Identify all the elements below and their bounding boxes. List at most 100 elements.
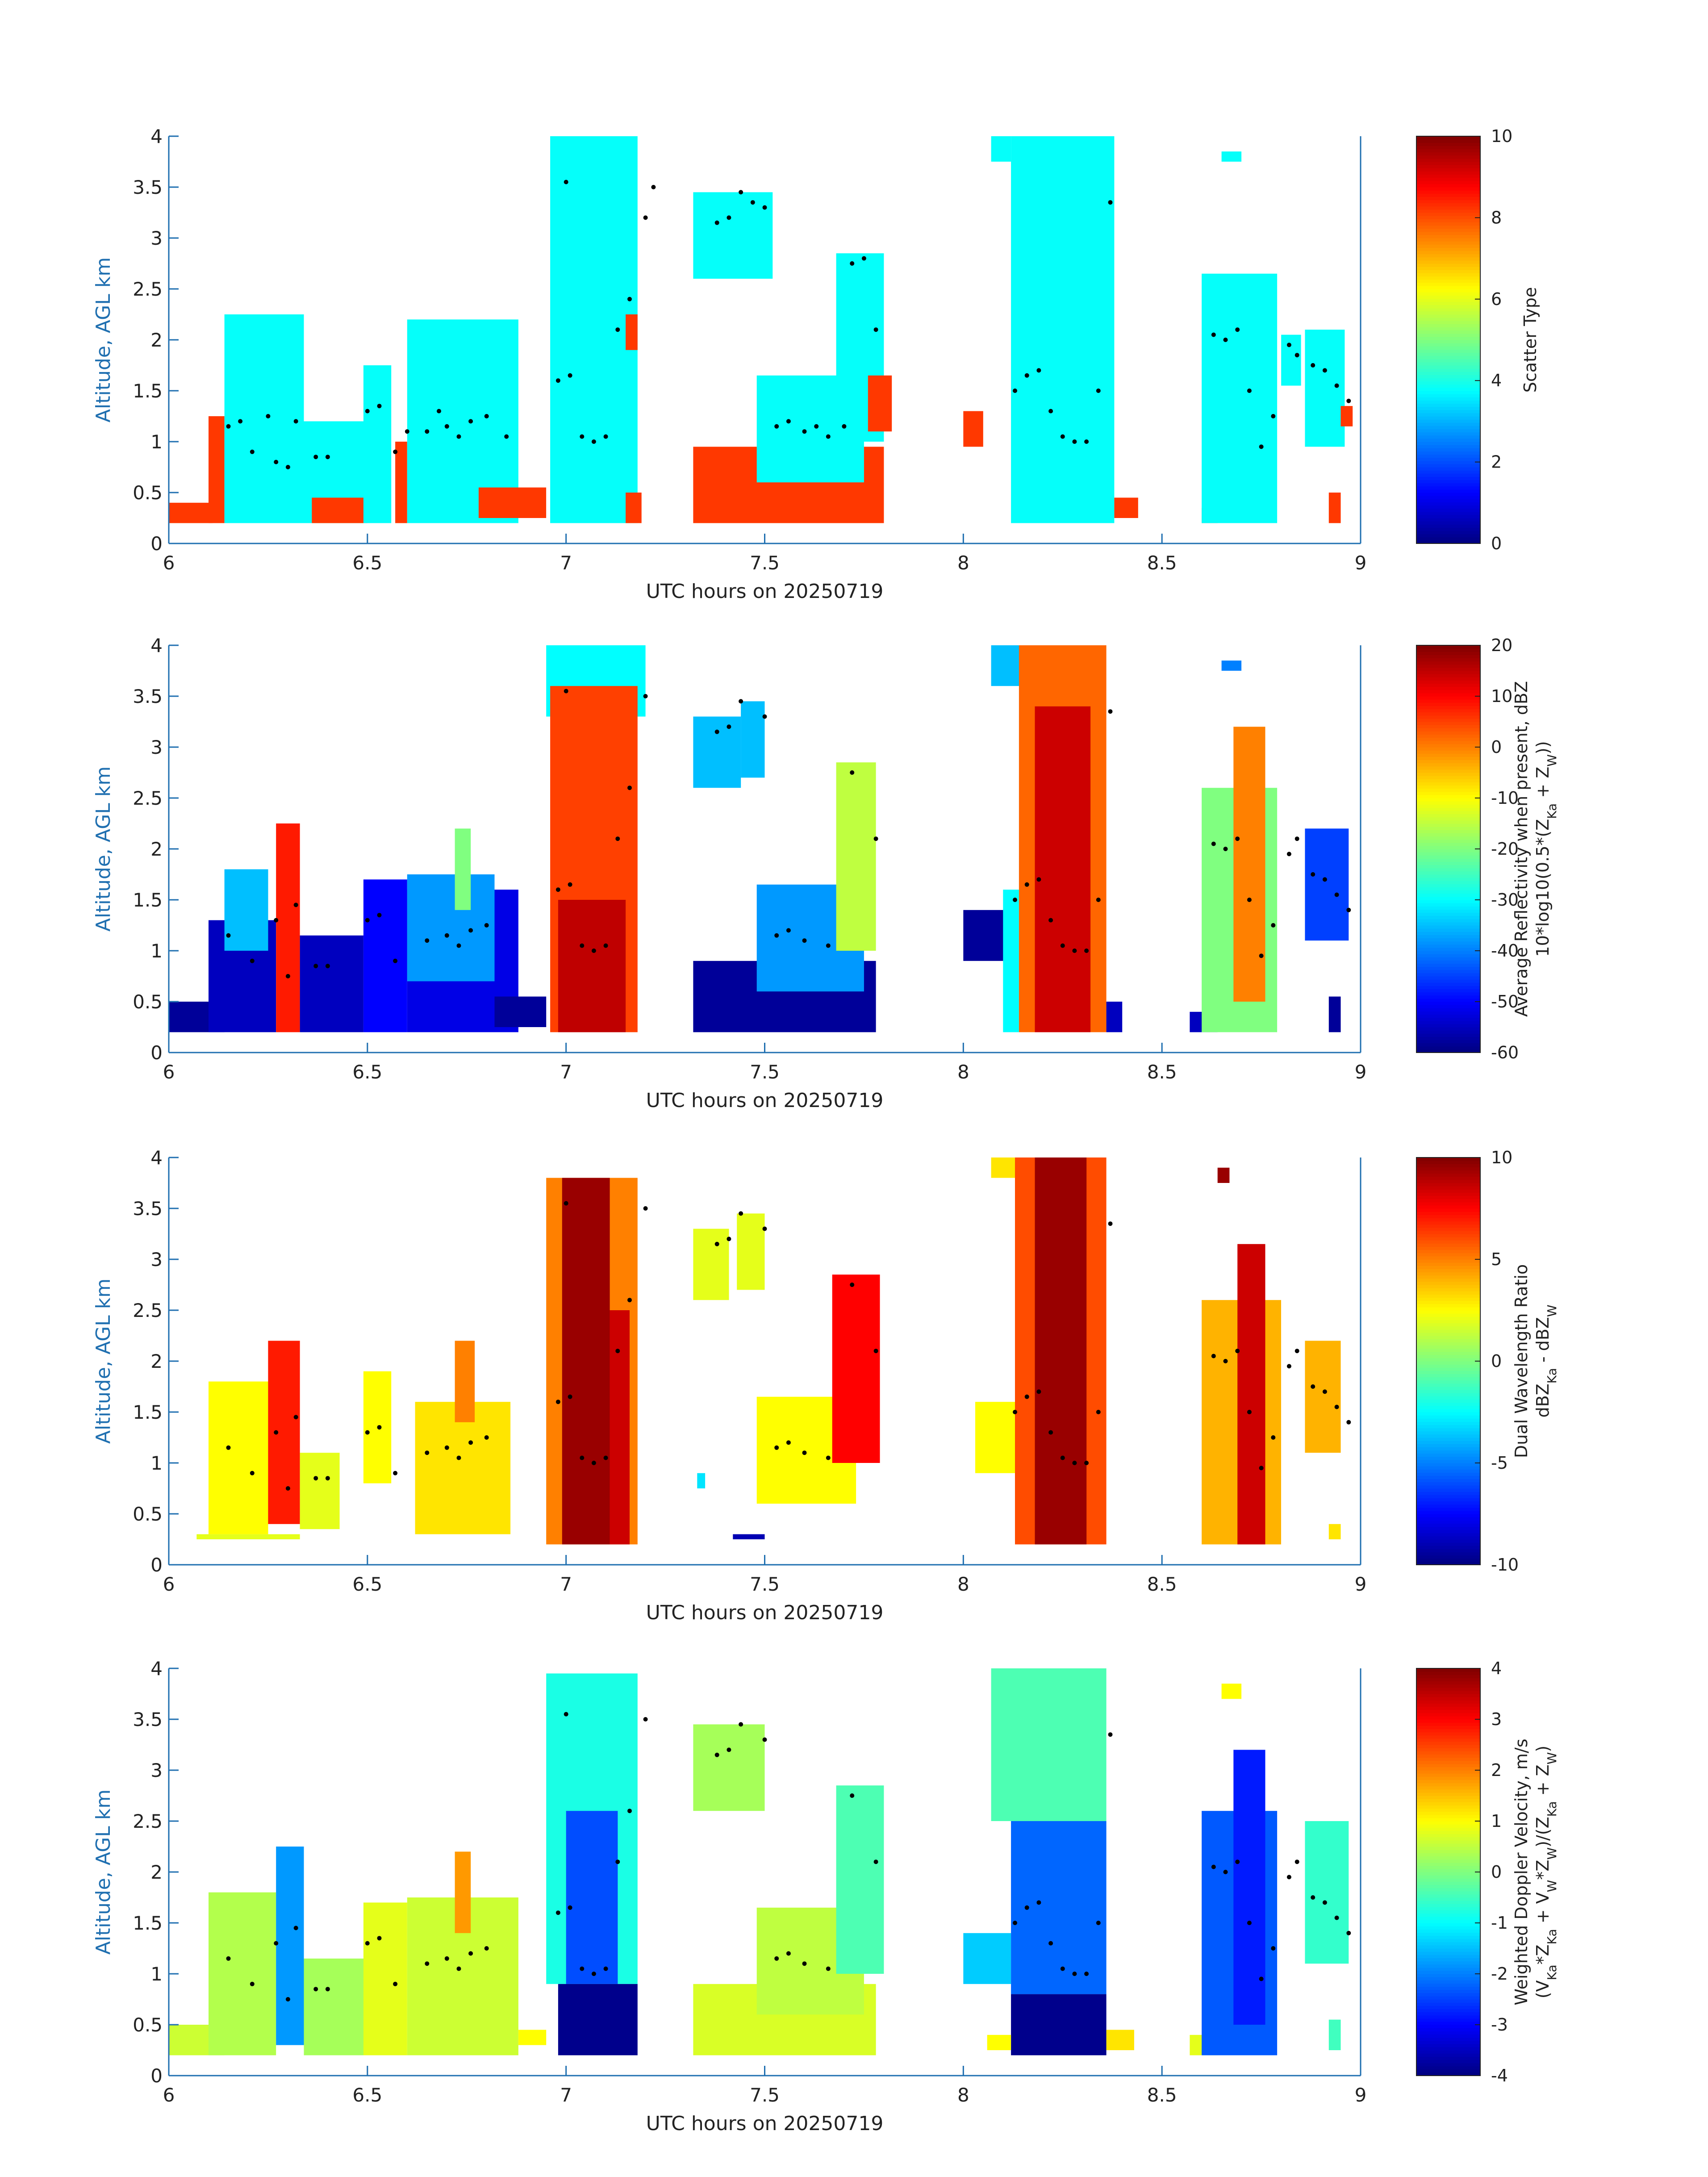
colorbar-segment <box>1416 1285 1480 1288</box>
colorbar-segment <box>1416 693 1480 697</box>
colorbar-segment <box>1416 1173 1480 1177</box>
cloud-base-point <box>1295 836 1299 841</box>
colorbar-segment <box>1416 1872 1480 1876</box>
colorbar-segment <box>1416 1843 1480 1847</box>
colorbar-segment <box>1416 1189 1480 1193</box>
x-tick-label: 7 <box>560 2084 572 2106</box>
colorbar-segment <box>1416 1320 1480 1324</box>
colorbar-segment <box>1416 836 1480 840</box>
colorbar-segment <box>1416 1498 1480 1502</box>
cloud-base-point <box>1259 1466 1264 1471</box>
y-tick-label: 2.5 <box>133 787 163 809</box>
colorbar-segment <box>1416 1757 1480 1761</box>
heatmap-cell <box>407 874 495 982</box>
colorbar-segment <box>1416 489 1480 493</box>
colorbar-segment <box>1416 1853 1480 1856</box>
colorbar-tick-label: 0 <box>1491 1351 1502 1371</box>
colorbar-segment <box>1416 1377 1480 1381</box>
colorbar-segment <box>1416 238 1480 242</box>
cloud-base-point <box>1235 1859 1240 1864</box>
colorbar-segment <box>1416 2066 1480 2070</box>
colorbar-segment <box>1416 1786 1480 1790</box>
colorbar-segment <box>1416 2021 1480 2025</box>
colorbar-segment <box>1416 645 1480 649</box>
colorbar-tick-label: -20 <box>1491 839 1519 859</box>
heatmap-cell <box>224 314 304 523</box>
colorbar-tick-label: -50 <box>1491 992 1519 1011</box>
colorbar-segment <box>1416 1453 1480 1457</box>
cloud-base-point <box>1108 1732 1113 1737</box>
colorbar-segment <box>1416 496 1480 499</box>
colorbar-tick-label: 0 <box>1491 1862 1502 1882</box>
cloud-base-point <box>365 409 370 414</box>
heatmap-cell <box>276 1847 304 2045</box>
colorbar-segment <box>1416 861 1480 865</box>
colorbar-segment <box>1416 1856 1480 1860</box>
cloud-base-point <box>1322 877 1327 882</box>
heatmap-cell <box>1305 330 1345 447</box>
colorbar-segment <box>1416 750 1480 754</box>
colorbar-frame <box>1416 136 1481 544</box>
cloud-base-point <box>1295 353 1299 358</box>
colorbar-segment <box>1416 327 1480 331</box>
colorbar-segment <box>1416 830 1480 833</box>
heatmap-cell <box>363 365 392 523</box>
colorbar-segment <box>1416 219 1480 222</box>
heatmap-cell <box>836 762 876 951</box>
colorbar-segment <box>1416 2028 1480 2031</box>
cloud-base-point <box>1211 1864 1216 1869</box>
colorbar-segment <box>1416 1014 1480 1018</box>
y-tick-label: 1 <box>150 1963 163 1985</box>
colorbar-segment <box>1416 406 1480 410</box>
colorbar-segment <box>1416 457 1480 461</box>
cloud-base-point <box>456 1966 461 1971</box>
cloud-base-point <box>762 1226 767 1231</box>
colorbar-segment <box>1416 1980 1480 1984</box>
colorbar-segment <box>1416 1760 1480 1764</box>
colorbar-segment <box>1416 1199 1480 1203</box>
cloud-base-point <box>580 943 585 948</box>
cloud-base-point <box>250 1981 255 1986</box>
y-tick-label: 0 <box>150 1042 163 1064</box>
colorbar-segment <box>1416 1192 1480 1196</box>
colorbar-segment <box>1416 969 1480 974</box>
cloud-base-point <box>603 434 608 439</box>
cloud-base-point <box>1108 1221 1113 1226</box>
colorbar-segment <box>1416 1799 1480 1802</box>
cloud-base-point <box>1322 368 1327 373</box>
colorbar-segment <box>1416 187 1480 191</box>
colorbar-segment <box>1416 1399 1480 1403</box>
heatmap-cell <box>1011 1994 1107 2056</box>
colorbar-segment <box>1416 190 1480 194</box>
cloud-base-point <box>325 455 330 460</box>
cloud-base-point <box>313 455 318 460</box>
heatmap-cell <box>733 1534 765 1539</box>
colorbar-segment <box>1416 1983 1480 1987</box>
colorbar-segment <box>1416 925 1480 929</box>
colorbar-segment <box>1416 1916 1480 1920</box>
cloud-base-point <box>393 1471 398 1475</box>
heatmap-cell <box>558 1984 638 2056</box>
colorbar-segment <box>1416 1955 1480 1958</box>
colorbar-segment <box>1416 1492 1480 1495</box>
colorbar-segment <box>1416 1690 1480 1694</box>
colorbar-segment <box>1416 1450 1480 1454</box>
colorbar-segment <box>1416 400 1480 404</box>
cloud-base-point <box>1108 200 1113 205</box>
colorbar-segment <box>1416 394 1480 397</box>
colorbar-segment <box>1416 387 1480 391</box>
colorbar-segment <box>1416 1948 1480 1952</box>
cloud-base-point <box>468 1951 473 1956</box>
colorbar-segment <box>1416 1706 1480 1710</box>
cloud-base-point <box>1024 373 1029 378</box>
colorbar-segment <box>1416 254 1480 258</box>
colorbar-segment <box>1416 753 1480 757</box>
colorbar-segment <box>1416 1358 1480 1362</box>
colorbar-segment <box>1416 1847 1480 1850</box>
colorbar-segment <box>1416 903 1480 907</box>
colorbar-segment <box>1416 1700 1480 1704</box>
colorbar-segment <box>1416 426 1480 430</box>
colorbar-segment <box>1416 1818 1480 1822</box>
x-tick-label: 6 <box>163 2084 175 2106</box>
colorbar-segment <box>1416 1542 1480 1546</box>
